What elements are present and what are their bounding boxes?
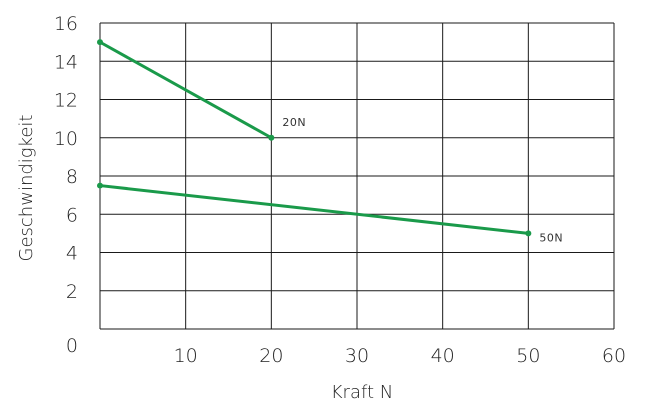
y-tick-label: 4: [66, 243, 78, 265]
data-point: [268, 134, 275, 141]
y-tick-labels: 0 2 4 6 8 10 12 14 16: [54, 13, 78, 357]
series-lines: [97, 39, 532, 237]
y-tick-label: 14: [54, 51, 78, 73]
x-tick-labels: 10 20 30 40 50 60: [174, 345, 627, 367]
y-tick-label: 8: [66, 166, 78, 188]
y-tick-label: 6: [66, 204, 78, 226]
series-line: [98, 40, 273, 140]
x-tick-label: 40: [431, 345, 455, 367]
y-tick-label: 2: [66, 281, 78, 303]
series-annotation: 50N: [539, 231, 563, 244]
x-tick-label: 60: [602, 345, 626, 367]
x-axis-title: Kraft N: [331, 382, 394, 403]
y-tick-label: 16: [54, 13, 78, 35]
x-tick-label: 10: [174, 345, 198, 367]
y-tick-label: 10: [54, 128, 78, 150]
y-tick-label: 12: [54, 90, 78, 112]
series-annotation: 20N: [282, 116, 306, 129]
y-tick-label: 0: [66, 335, 78, 357]
y-axis-title: Geschwindigkeit: [16, 115, 37, 262]
data-point: [97, 182, 103, 189]
x-tick-label: 20: [259, 345, 283, 367]
x-tick-label: 50: [516, 345, 540, 367]
data-point: [525, 230, 532, 237]
grid: [99, 22, 615, 330]
x-tick-label: 30: [345, 345, 369, 367]
annotations: 20N 50N: [282, 116, 563, 245]
series-line: [98, 184, 530, 235]
data-point: [97, 39, 103, 46]
